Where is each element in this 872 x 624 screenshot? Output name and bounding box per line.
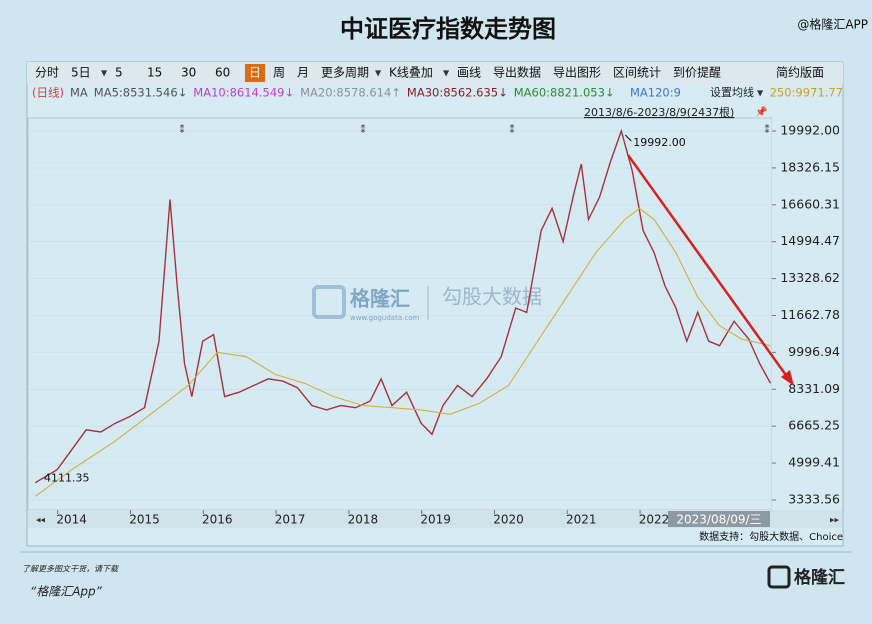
toolbar-arrow: ▼: [443, 69, 450, 78]
ma-legend: MA10:8614.549↓: [193, 86, 294, 100]
y-tick-label: 3333.56: [788, 491, 840, 506]
footer-logo: 格隆汇: [794, 567, 845, 588]
ma-legend: 250:9971.77: [770, 86, 843, 100]
y-axis-area: [772, 118, 842, 510]
annotation: 4111.35: [44, 472, 90, 485]
toolbar-item[interactable]: 更多周期: [321, 66, 369, 80]
svg-text:⁑: ⁑: [765, 123, 770, 136]
toolbar-item[interactable]: 分时: [35, 66, 59, 80]
footer-note: 了解更多图文干货，请下载: [22, 565, 119, 574]
y-tick-label: 18326.15: [780, 159, 840, 174]
y-tick-label: 11662.78: [780, 307, 840, 322]
toolbar-item[interactable]: K线叠加: [389, 66, 433, 80]
source: 数据支持：勾股大数据、Choice: [699, 530, 843, 543]
y-tick-label: 13328.62: [780, 270, 840, 285]
footer-logo-icon: [767, 565, 791, 589]
footer-app: “格隆汇App”: [30, 585, 103, 599]
x-tick-label: 2019: [420, 513, 451, 527]
watermark-logo: [312, 285, 346, 319]
toolbar-item[interactable]: 导出图形: [553, 66, 601, 80]
cursor-label: 2023/08/09/三: [676, 513, 761, 527]
svg-text:⁑: ⁑: [180, 123, 185, 136]
x-tick-label: 2018: [348, 513, 379, 527]
toolbar-item[interactable]: 月: [297, 66, 309, 80]
watermark-url: www.gogudata.com: [350, 314, 419, 322]
toolbar-item[interactable]: 导出数据: [493, 65, 541, 80]
ma-legend: MA60:8821.053↓: [514, 86, 615, 100]
svg-text:⁑: ⁑: [510, 123, 515, 136]
y-tick-label: 6665.25: [788, 418, 840, 433]
toolbar-arrow: ▼: [375, 69, 382, 78]
toolbar-item[interactable]: 15: [147, 66, 162, 80]
title: 中证医疗指数走势图: [340, 15, 556, 43]
event-markers: ⁑ ⁑ ⁑ ⁑: [180, 123, 770, 136]
x-tick-label: 2020: [493, 513, 524, 527]
pin-icon: 📌: [755, 105, 768, 118]
ma-legend: (日线): [32, 86, 64, 100]
toolbar-arrow: ▼: [101, 69, 108, 78]
trend-arrow: [626, 154, 790, 379]
x-tick-label: 2014: [56, 513, 87, 527]
ma-button[interactable]: 设置均线: [710, 85, 754, 99]
x-tick-label: 2021: [566, 513, 597, 527]
y-tick-label: 4999.41: [788, 455, 840, 470]
toolbar-item[interactable]: 区间统计: [613, 66, 661, 80]
toolbar: [27, 62, 843, 84]
watermark-name: 勾股大数据: [442, 285, 542, 309]
x-tick-label: 2022: [639, 513, 670, 527]
y-tick-label: 14994.47: [780, 233, 840, 248]
ma-button-bg: [696, 84, 768, 102]
toolbar-item[interactable]: 画线: [457, 66, 481, 80]
price-line: [34, 128, 772, 484]
annotation-pointer: [624, 134, 632, 142]
toolbar-item[interactable]: 到价提醒: [673, 65, 721, 80]
layout-button[interactable]: 简约版面: [776, 65, 824, 80]
ma-button-arrow: ▼: [757, 89, 764, 98]
ma-legend: MA30:8562.635↓: [407, 86, 508, 100]
cursor-bg: [668, 511, 770, 527]
scroll-right[interactable]: ▸▸: [830, 516, 840, 526]
ma-line: [34, 207, 771, 497]
svg-text:⁑: ⁑: [361, 123, 366, 136]
ma-legend: MA5:8531.546↓: [94, 86, 188, 100]
x-tick-label: 2016: [202, 513, 233, 527]
x-axis-area: [28, 510, 842, 528]
y-tick-label: 9996.94: [788, 344, 840, 359]
toolbar-active: [245, 64, 265, 82]
toolbar-item[interactable]: 5日: [71, 66, 91, 80]
toolbar-item[interactable]: 60: [215, 66, 230, 80]
toolbar-item[interactable]: 30: [181, 66, 196, 80]
y-tick-label: 8331.09: [788, 381, 840, 396]
y-tick-label: 16660.31: [780, 196, 840, 211]
ma-legend: MA120:9: [630, 86, 681, 100]
annotation: 19992.00: [633, 136, 686, 149]
toolbar-item[interactable]: 周: [273, 66, 285, 80]
toolbar-item[interactable]: 日: [249, 66, 261, 80]
ma-legend: MA: [70, 86, 88, 100]
ma-legend: MA20:8578.614↑: [300, 86, 401, 100]
range-label: 2013/8/6-2023/8/9(2437根): [584, 105, 734, 119]
y-tick-label: 19992.00: [780, 123, 840, 138]
brand: @格隆汇APP: [797, 17, 868, 32]
watermark-brand: 格隆汇: [350, 287, 410, 311]
x-tick-label: 2015: [129, 513, 160, 527]
trend-arrow-head: [781, 370, 794, 386]
toolbar-item[interactable]: 5: [115, 66, 123, 80]
x-tick-label: 2017: [275, 513, 306, 527]
scroll-left[interactable]: ◂◂: [36, 516, 46, 526]
